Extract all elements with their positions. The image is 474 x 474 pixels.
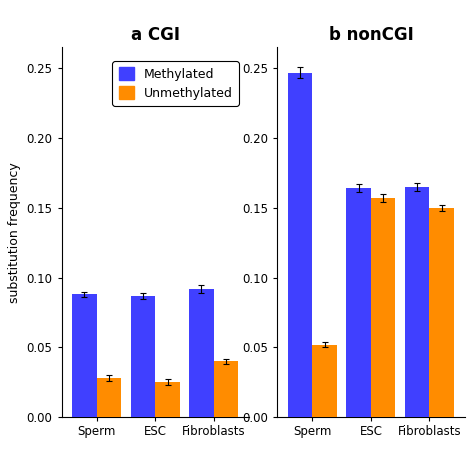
Bar (131, 296, 155, 417)
Bar (405, 187, 429, 417)
Bar (371, 198, 395, 417)
Y-axis label: substitution frequency: substitution frequency (8, 162, 21, 302)
Bar (189, 289, 214, 417)
Bar (429, 208, 454, 417)
Title: b nonCGI: b nonCGI (328, 27, 413, 45)
Bar (155, 382, 180, 417)
Title: a CGI: a CGI (131, 27, 180, 45)
Legend: Methylated, Unmethylated: Methylated, Unmethylated (112, 61, 239, 106)
Bar (72, 294, 97, 417)
Bar (97, 378, 121, 417)
Bar (312, 345, 337, 417)
Bar (214, 361, 238, 417)
Bar (346, 188, 371, 417)
Bar (288, 73, 312, 417)
